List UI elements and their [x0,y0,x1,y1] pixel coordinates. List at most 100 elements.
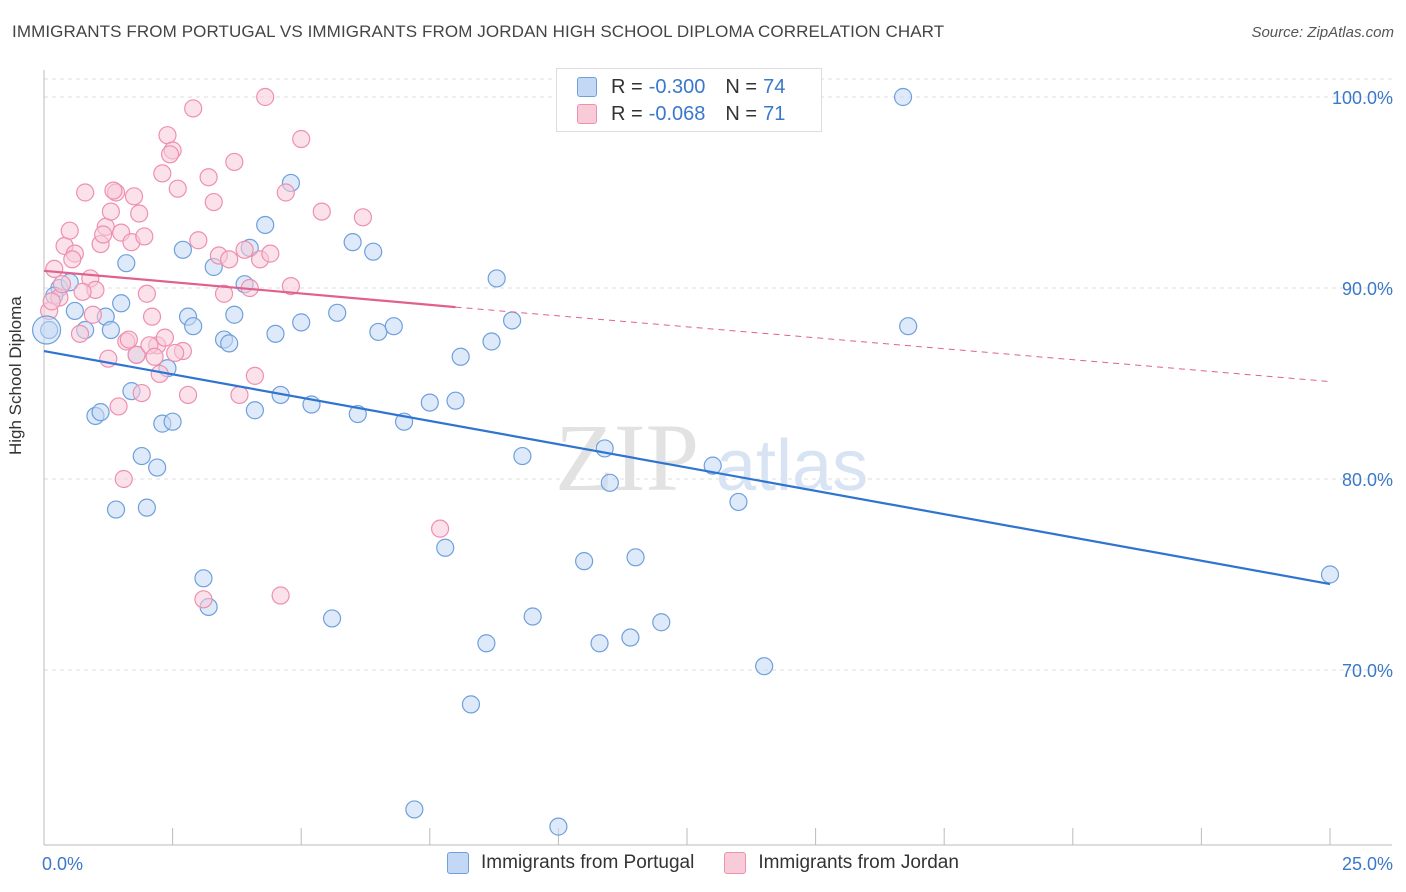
chart-title: IMMIGRANTS FROM PORTUGAL VS IMMIGRANTS F… [12,22,945,41]
legend-item-portugal[interactable]: Immigrants from Portugal [447,852,694,874]
point-portugal [348,404,367,424]
point-jordan [256,87,275,107]
point-portugal [436,538,455,557]
point-jordan [281,276,301,296]
point-portugal [364,242,383,261]
series-legend: Immigrants from Portugal Immigrants from… [0,852,1406,874]
point-jordan [153,164,172,183]
point-jordan [114,469,133,489]
point-jordan [104,181,123,200]
watermark-atlas: atlas [716,426,868,506]
point-jordan [60,221,79,240]
r-value: -0.300 [648,75,706,98]
trend-line-jordan-extension [455,306,1331,383]
point-portugal [487,269,506,288]
point-portugal [420,393,439,412]
legend-row-portugal: R = -0.300 N = 74 [577,74,785,100]
point-portugal [225,305,244,324]
point-jordan [199,168,218,187]
tick-labels: 70.0% 80.0% 90.0% 100.0% 0.0% 25.0% [42,88,1393,874]
point-portugal [173,240,192,259]
point-portugal [477,634,496,653]
point-jordan [119,330,138,349]
point-portugal [523,607,542,626]
x-tick-label: 25.0% [1342,854,1393,874]
point-portugal [446,391,465,410]
legend-label-jordan: Immigrants from Jordan [758,852,959,873]
point-jordan [225,152,244,172]
point-jordan [130,204,149,223]
point-portugal [590,634,609,653]
point-jordan [168,179,187,198]
point-jordan [271,586,290,605]
point-portugal [184,317,203,336]
legend-swatch-portugal [577,77,597,97]
legend-swatch-jordan [577,104,597,124]
point-portugal [513,446,532,466]
point-portugal [65,301,84,321]
point-portugal [369,322,388,342]
point-portugal [117,254,136,273]
point-jordan [132,383,151,403]
point-portugal [322,609,342,628]
point-portugal [328,303,347,322]
y-tick-label: 80.0% [1342,470,1393,490]
point-jordan [73,282,92,301]
point-jordan [204,192,223,212]
point-jordan [160,145,180,164]
point-jordan [52,275,72,294]
point-jordan [135,227,154,246]
point-portugal [899,317,918,336]
correlation-legend: R = -0.300 N = 74 R = -0.068 N = 71 [556,68,822,132]
point-portugal [256,215,275,235]
r-label: R = [611,75,643,98]
point-portugal [132,446,151,466]
r-value: -0.068 [648,102,706,125]
point-jordan [145,347,164,366]
point-portugal [101,320,120,340]
point-portugal [729,492,748,512]
n-label: N = [725,75,758,98]
point-portugal [621,628,640,647]
point-portugal [626,548,645,567]
point-jordan [276,183,295,202]
point-jordan [220,250,239,269]
legend-label-portugal: Immigrants from Portugal [481,852,695,873]
point-portugal [292,313,311,332]
point-portugal [755,657,774,676]
n-value: 71 [763,102,786,125]
point-portugal [575,552,594,571]
legend-item-jordan[interactable]: Immigrants from Jordan [724,852,959,874]
y-tick-label: 70.0% [1342,661,1393,681]
point-portugal [384,317,403,336]
y-tick-label: 100.0% [1332,88,1393,108]
point-jordan [101,202,120,221]
chart-source: Source: ZipAtlas.com [1251,24,1394,41]
point-jordan [235,240,254,259]
point-jordan [158,126,177,145]
trend-lines [43,269,1331,586]
legend-swatch-portugal [447,852,470,874]
point-portugal [91,403,110,422]
n-label: N = [725,102,758,125]
x-tick-label: 0.0% [42,854,83,874]
trend-line-jordan [43,269,456,309]
point-jordan [430,519,450,538]
point-portugal [194,569,213,588]
point-jordan [184,99,203,118]
trend-line-portugal [43,349,1331,586]
legend-row-jordan: R = -0.068 N = 71 [577,101,785,127]
point-portugal [482,332,501,351]
point-portugal [893,87,913,107]
point-portugal [600,473,619,492]
y-axis-label: High School Diploma [6,296,25,455]
point-jordan [178,385,198,405]
point-portugal-large [31,315,62,345]
point-jordan [245,366,265,385]
point-portugal [703,456,722,475]
point-jordan [83,305,102,324]
data-points [31,87,1340,836]
point-jordan [312,202,331,221]
point-portugal [163,412,182,431]
point-portugal [461,695,481,714]
